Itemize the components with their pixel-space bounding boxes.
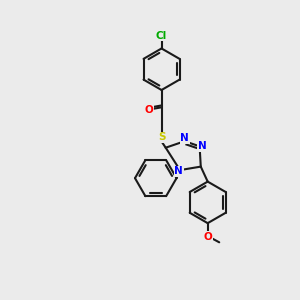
Text: N: N <box>198 141 207 151</box>
Text: N: N <box>175 166 183 176</box>
Text: S: S <box>158 132 165 142</box>
Text: N: N <box>180 134 189 143</box>
Text: O: O <box>145 105 153 115</box>
Text: O: O <box>203 232 212 242</box>
Text: Cl: Cl <box>156 31 167 41</box>
